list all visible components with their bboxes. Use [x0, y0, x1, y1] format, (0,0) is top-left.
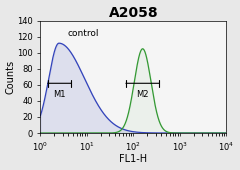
- X-axis label: FL1-H: FL1-H: [119, 154, 147, 164]
- Y-axis label: Counts: Counts: [6, 60, 16, 94]
- Text: M1: M1: [53, 90, 66, 99]
- Text: M2: M2: [136, 90, 149, 99]
- Title: A2058: A2058: [108, 6, 158, 20]
- Text: control: control: [67, 29, 99, 38]
